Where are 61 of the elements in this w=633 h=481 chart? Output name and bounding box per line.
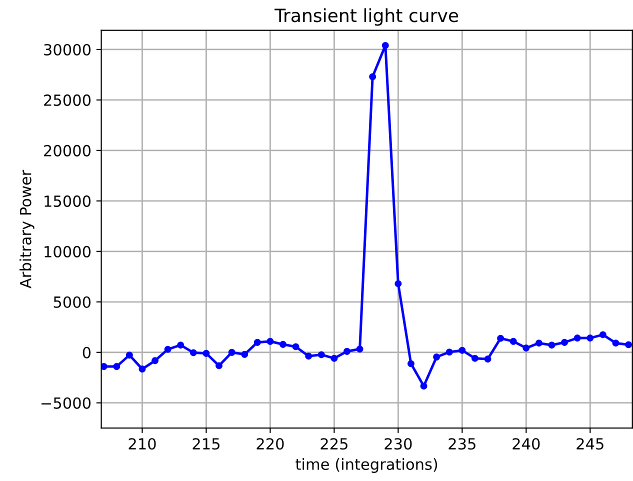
- x-tick-label: 235: [448, 438, 476, 450]
- point: [101, 363, 108, 370]
- y-tick-label: 25000: [44, 94, 91, 106]
- y-tick-label: 30000: [44, 44, 91, 56]
- point: [458, 346, 466, 354]
- point: [216, 362, 222, 370]
- point: [369, 73, 376, 80]
- point: [254, 338, 261, 346]
- x-tick-label: 240: [512, 438, 540, 450]
- x-axis-title: time (integrations): [296, 458, 438, 473]
- point: [561, 338, 568, 346]
- point: [394, 280, 402, 288]
- point: [446, 348, 453, 356]
- point: [344, 348, 350, 355]
- point: [612, 340, 620, 347]
- y-tick-label: 0: [82, 346, 91, 358]
- x-tick-label: 220: [256, 438, 284, 450]
- x-tick-label: 245: [576, 438, 604, 450]
- point: [228, 348, 236, 356]
- point: [586, 334, 594, 342]
- y-tick-label: 20000: [44, 144, 91, 156]
- point: [202, 350, 210, 357]
- point: [280, 340, 286, 348]
- point: [599, 331, 606, 338]
- point: [126, 352, 133, 359]
- point: [266, 338, 274, 345]
- point: [497, 334, 504, 342]
- point: [625, 341, 632, 348]
- point: [113, 363, 120, 370]
- y-axis-title: Arbitrary Power: [20, 170, 34, 288]
- point: [138, 366, 146, 372]
- point: [535, 340, 542, 347]
- point: [318, 351, 325, 358]
- point: [152, 357, 158, 364]
- y-tick-label: 10000: [44, 246, 91, 258]
- point: [408, 360, 414, 368]
- point: [382, 42, 389, 49]
- point: [164, 346, 172, 353]
- point: [420, 382, 428, 390]
- point: [177, 342, 184, 349]
- point: [190, 349, 197, 356]
- chart-title: Transient light curve: [274, 8, 458, 26]
- y-tick-label: 15000: [44, 195, 91, 207]
- point: [241, 350, 248, 358]
- point: [305, 352, 312, 360]
- x-tick-label: 210: [128, 438, 156, 450]
- x-tick-label: 225: [320, 438, 348, 450]
- point: [330, 354, 338, 362]
- point: [292, 343, 300, 350]
- point: [471, 354, 478, 362]
- point: [522, 344, 530, 352]
- x-tick-label: 230: [384, 438, 412, 450]
- point: [574, 334, 581, 342]
- y-tick-label: −5000: [41, 397, 91, 409]
- y-tick-label: 5000: [54, 296, 91, 308]
- x-tick-label: 215: [192, 438, 220, 450]
- point: [548, 342, 556, 349]
- point: [433, 354, 440, 360]
- point: [356, 346, 364, 353]
- point: [510, 338, 517, 345]
- point: [484, 356, 492, 363]
